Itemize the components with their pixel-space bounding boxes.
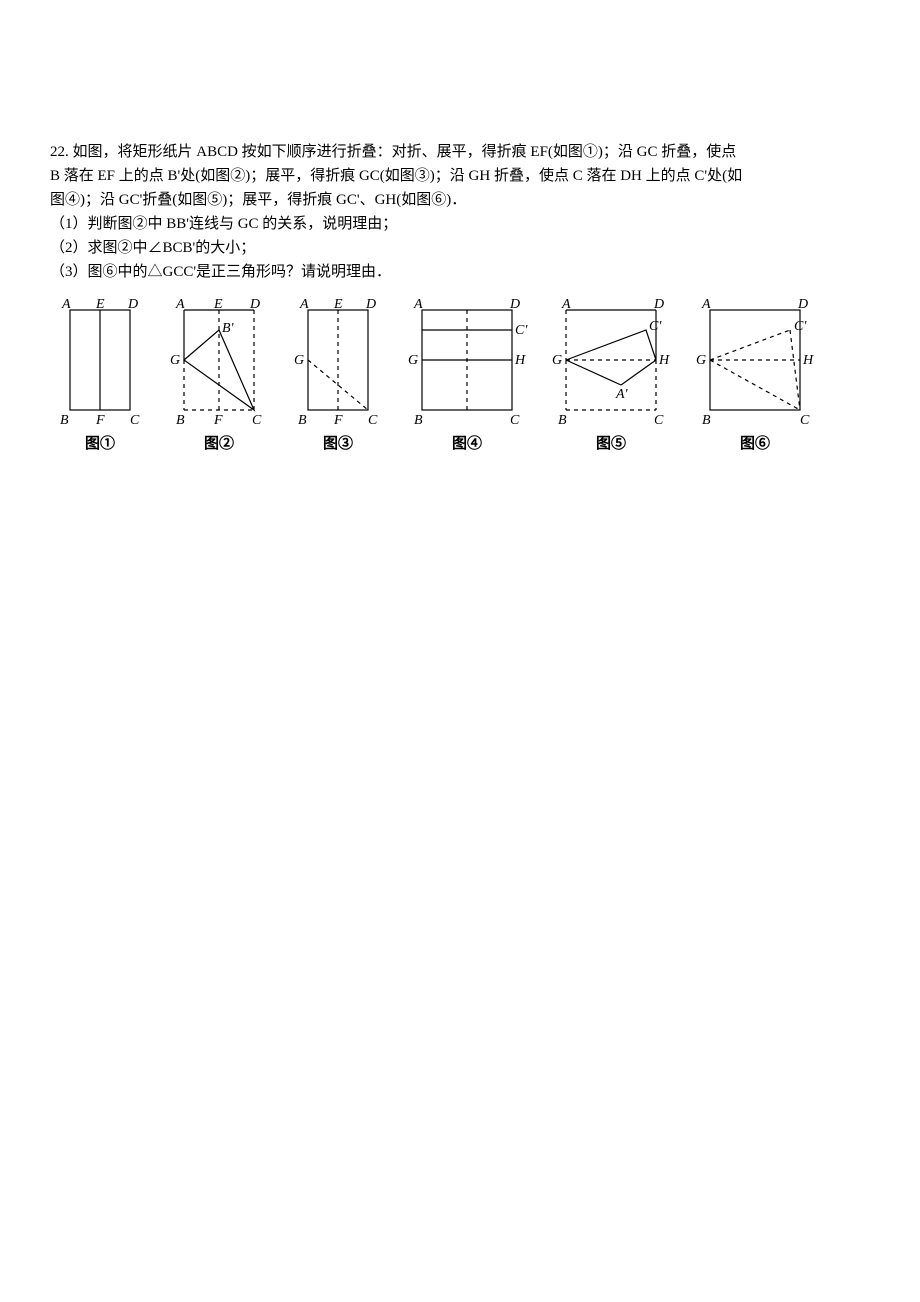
svg-text:D: D <box>365 297 376 312</box>
problem-q2: （2）求图②中∠BCB'的大小； <box>50 236 870 260</box>
svg-text:B: B <box>414 413 423 428</box>
svg-text:A': A' <box>615 387 629 402</box>
svg-text:D: D <box>653 297 664 312</box>
figure-5: A D C' G H A' B C 图⑤ <box>546 290 676 453</box>
svg-text:A: A <box>561 297 571 312</box>
problem-line-2: B 落在 EF 上的点 B'处(如图②)；展平，得折痕 GC(如图③)；沿 GH… <box>50 164 870 188</box>
svg-text:E: E <box>95 297 105 312</box>
figure-2-svg: A E D B' G B F C <box>164 290 274 430</box>
svg-text:D: D <box>127 297 138 312</box>
svg-text:H: H <box>514 353 526 368</box>
svg-text:D: D <box>249 297 260 312</box>
page-container: 22. 如图，将矩形纸片 ABCD 按如下顺序进行折叠：对折、展平，得折痕 EF… <box>0 0 920 453</box>
svg-text:D: D <box>509 297 520 312</box>
figure-2-label: 图② <box>204 432 234 453</box>
svg-text:G: G <box>294 353 304 368</box>
figure-4-label: 图④ <box>452 432 482 453</box>
figure-1: A E D B F C 图① <box>50 290 150 453</box>
svg-text:C': C' <box>649 319 662 334</box>
svg-text:A: A <box>175 297 185 312</box>
svg-text:G: G <box>408 353 418 368</box>
svg-text:B: B <box>558 413 567 428</box>
figure-5-label: 图⑤ <box>596 432 626 453</box>
svg-text:C': C' <box>515 323 528 338</box>
figure-1-label: 图① <box>85 432 115 453</box>
figure-3-label: 图③ <box>323 432 353 453</box>
problem-line-3: 图④)；沿 GC'折叠(如图⑤)；展平，得折痕 GC'、GH(如图⑥)． <box>50 188 870 212</box>
figure-3: A E D G B F C 图③ <box>288 290 388 453</box>
svg-text:H: H <box>658 353 670 368</box>
figure-6-svg: A D C' G H B C <box>690 290 820 430</box>
svg-text:C: C <box>130 413 140 428</box>
svg-text:B': B' <box>222 321 235 336</box>
svg-text:C: C <box>510 413 520 428</box>
svg-text:D: D <box>797 297 808 312</box>
problem-q1: （1）判断图②中 BB'连线与 GC 的关系，说明理由； <box>50 212 870 236</box>
svg-text:G: G <box>552 353 562 368</box>
svg-text:C: C <box>368 413 378 428</box>
svg-text:C: C <box>800 413 810 428</box>
svg-text:C: C <box>252 413 262 428</box>
svg-text:A: A <box>701 297 711 312</box>
svg-text:B: B <box>702 413 711 428</box>
svg-text:A: A <box>413 297 423 312</box>
problem-line-1: 22. 如图，将矩形纸片 ABCD 按如下顺序进行折叠：对折、展平，得折痕 EF… <box>50 140 870 164</box>
svg-text:A: A <box>61 297 71 312</box>
svg-text:E: E <box>333 297 343 312</box>
svg-text:C': C' <box>794 319 807 334</box>
svg-text:F: F <box>213 413 223 428</box>
svg-text:C: C <box>654 413 664 428</box>
figure-4-svg: A D C' G H B C <box>402 290 532 430</box>
figure-1-svg: A E D B F C <box>50 290 150 430</box>
svg-text:B: B <box>176 413 185 428</box>
svg-text:G: G <box>696 353 706 368</box>
svg-text:E: E <box>213 297 223 312</box>
svg-text:G: G <box>170 353 180 368</box>
problem-q3: （3）图⑥中的△GCC'是正三角形吗？请说明理由． <box>50 260 870 284</box>
svg-text:H: H <box>802 353 814 368</box>
svg-text:A: A <box>299 297 309 312</box>
figures-row: A E D B F C 图① A E D B' <box>50 290 870 453</box>
figure-6-label: 图⑥ <box>740 432 770 453</box>
svg-text:F: F <box>95 413 105 428</box>
figure-5-svg: A D C' G H A' B C <box>546 290 676 430</box>
figure-6: A D C' G H B C 图⑥ <box>690 290 820 453</box>
figure-2: A E D B' G B F C 图② <box>164 290 274 453</box>
svg-text:B: B <box>60 413 69 428</box>
svg-text:B: B <box>298 413 307 428</box>
svg-text:F: F <box>333 413 343 428</box>
figure-4: A D C' G H B C 图④ <box>402 290 532 453</box>
figure-3-svg: A E D G B F C <box>288 290 388 430</box>
problem-statement: 22. 如图，将矩形纸片 ABCD 按如下顺序进行折叠：对折、展平，得折痕 EF… <box>50 140 870 284</box>
